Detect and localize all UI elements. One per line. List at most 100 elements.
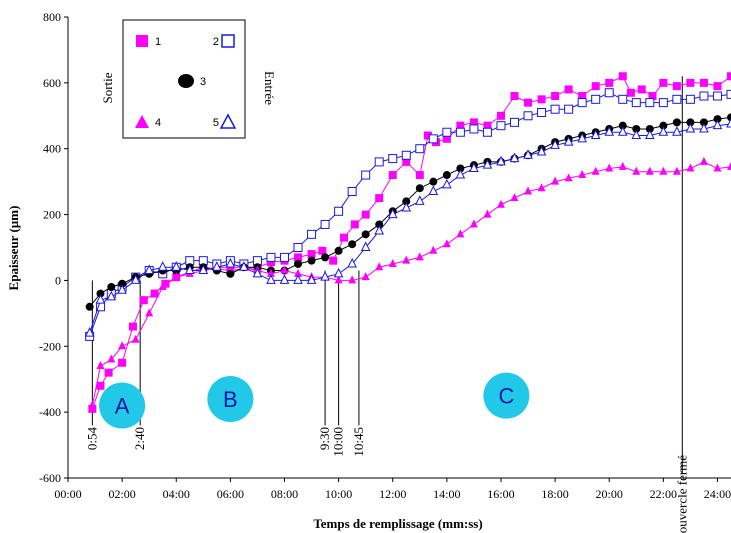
data-point [321, 253, 330, 262]
data-point [402, 197, 411, 206]
data-point [523, 111, 533, 121]
data-point [563, 136, 574, 146]
data-point [294, 268, 303, 277]
data-point [361, 210, 370, 219]
data-point [469, 162, 479, 172]
x-tick-label: 20:00 [596, 487, 623, 501]
data-point [118, 279, 127, 288]
data-point [266, 268, 275, 277]
data-point [402, 157, 411, 166]
data-point [672, 82, 681, 91]
data-point [685, 122, 696, 133]
data-point [117, 284, 127, 294]
data-point [618, 94, 628, 104]
legend: Sortie Entrée 1 2 3 4 5 [100, 19, 277, 139]
data-point [401, 201, 412, 212]
data-point [685, 94, 695, 104]
data-point [279, 252, 289, 262]
x-tick-label: 02:00 [108, 487, 135, 501]
data-point [374, 224, 385, 235]
x-tick-label: 22:00 [650, 487, 677, 501]
data-point [645, 124, 654, 133]
data-point [88, 400, 97, 409]
x-tick-label: 12:00 [379, 487, 406, 501]
data-point [306, 274, 317, 284]
y-tick-label: 400 [43, 142, 61, 156]
data-point [591, 166, 600, 175]
data-point [96, 381, 105, 390]
data-point [727, 72, 731, 81]
legend-marker [136, 35, 148, 47]
x-axis-title: Temps de remplissage (mm:ss) [313, 516, 482, 531]
data-point [578, 92, 587, 101]
data-point [239, 261, 249, 271]
phase-label: A [115, 394, 130, 419]
data-point [496, 111, 505, 120]
data-point [107, 283, 116, 292]
legend-marker [135, 115, 149, 128]
data-point [388, 171, 397, 180]
x-tick-label: 00:00 [54, 487, 81, 501]
phase-label: B [223, 387, 238, 412]
x-tick-label: 10:00 [325, 487, 352, 501]
data-point [645, 166, 654, 175]
x-tick-label: 24:00 [704, 487, 731, 501]
data-point [648, 92, 657, 101]
data-point [482, 127, 492, 137]
data-point [442, 239, 451, 248]
data-point [320, 219, 330, 229]
phase-circle [483, 372, 530, 419]
data-point [564, 104, 574, 114]
data-point [414, 195, 425, 205]
y-tick-label: 200 [43, 208, 61, 222]
data-point [415, 184, 424, 193]
y-tick-label: -600 [39, 471, 61, 485]
data-point [375, 262, 384, 271]
data-point [429, 245, 438, 254]
data-point [551, 92, 560, 101]
data-point [550, 104, 560, 114]
data-point [659, 78, 668, 87]
data-point [198, 264, 209, 275]
data-point [469, 219, 478, 228]
data-point [712, 91, 722, 101]
data-point [347, 187, 357, 197]
data-point [618, 72, 627, 81]
data-point [699, 122, 709, 133]
data-point [496, 121, 506, 131]
x-tick-label: 04:00 [163, 487, 190, 501]
data-point [442, 171, 451, 180]
data-point [172, 272, 181, 281]
data-point [578, 170, 587, 179]
y-tick-label: -400 [39, 405, 61, 419]
legend-label: 5 [213, 117, 219, 129]
data-point [442, 134, 451, 143]
data-point [293, 243, 303, 252]
data-point [348, 240, 357, 249]
data-point [645, 98, 655, 108]
x-tick-label: 14:00 [433, 487, 460, 501]
data-point [212, 261, 222, 271]
data-point [84, 326, 95, 337]
data-point [496, 155, 506, 166]
data-point [456, 229, 465, 238]
data-point [157, 261, 168, 271]
legend-label: 1 [155, 36, 161, 48]
vertical-marker-label: 10:00 [331, 427, 346, 457]
data-point [483, 121, 492, 130]
data-point [374, 157, 384, 167]
data-point [266, 252, 276, 262]
series-1 [88, 72, 731, 413]
data-point [469, 118, 478, 127]
data-point [104, 368, 113, 377]
data-point [118, 358, 127, 367]
data-point [294, 253, 303, 262]
data-point [626, 88, 635, 97]
data-point [184, 264, 195, 275]
vertical-marker-label: 10:45 [351, 427, 366, 457]
legend-marker [219, 113, 237, 129]
data-point [713, 82, 722, 91]
legend-marker [221, 34, 235, 48]
x-tick-label: 08:00 [271, 487, 298, 501]
